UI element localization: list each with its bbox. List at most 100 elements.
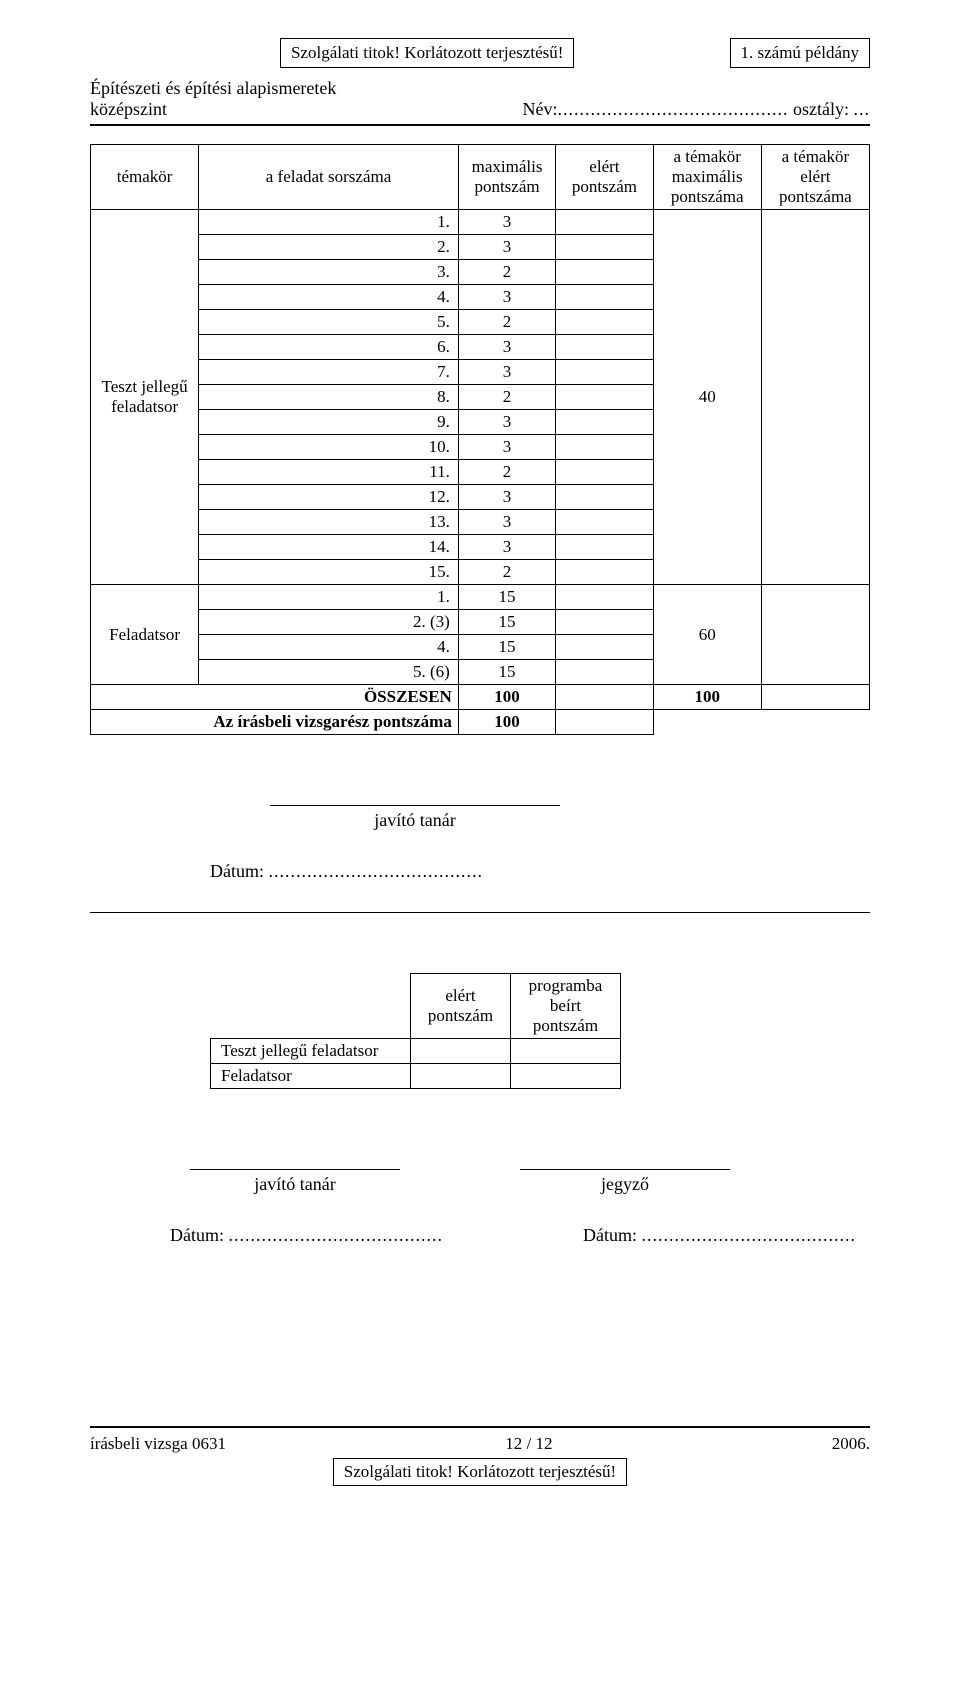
- g1-ach: [556, 460, 653, 485]
- g1-num: 4.: [199, 285, 459, 310]
- g1-val: 3: [458, 285, 555, 310]
- group2-max: 60: [653, 585, 761, 685]
- g1-num: 14.: [199, 535, 459, 560]
- g1-ach: [556, 435, 653, 460]
- g1-ach: [556, 310, 653, 335]
- sum-topic-max: 100: [653, 685, 761, 710]
- g1-ach: [556, 385, 653, 410]
- g2-ach: [556, 660, 653, 685]
- entry-row2-prog: [511, 1064, 621, 1089]
- g1-num: 12.: [199, 485, 459, 510]
- footer-left: írásbeli vizsga 0631: [90, 1434, 226, 1454]
- footer-rule: [90, 1426, 870, 1428]
- g2-ach: [556, 610, 653, 635]
- entry-row2-label: Feladatsor: [211, 1064, 411, 1089]
- table-row: Teszt jellegű feladatsor 1. 3 40: [91, 210, 870, 235]
- g1-ach: [556, 485, 653, 510]
- date2-left-label: Dátum:: [170, 1225, 224, 1245]
- sum-ach: [556, 685, 653, 710]
- group2-label: Feladatsor: [91, 585, 199, 685]
- header-rule: [90, 124, 870, 126]
- g1-num: 15.: [199, 560, 459, 585]
- g2-num: 2. (3): [199, 610, 459, 635]
- g1-ach: [556, 335, 653, 360]
- secrecy-box: Szolgálati titok! Korlátozott terjesztés…: [280, 38, 574, 68]
- subject-line-2: középszint: [90, 99, 336, 120]
- g1-val: 3: [458, 485, 555, 510]
- g1-ach: [556, 260, 653, 285]
- date1-dots: .......................................: [269, 861, 484, 881]
- entry-head-achieved: elért pontszám: [411, 974, 511, 1039]
- g1-val: 3: [458, 335, 555, 360]
- class-dots: ...: [854, 99, 871, 119]
- g2-val: 15: [458, 610, 555, 635]
- entry-head-program: programba beírt pontszám: [511, 974, 621, 1039]
- g1-num: 10.: [199, 435, 459, 460]
- g1-ach: [556, 285, 653, 310]
- entry-row2-ach: [411, 1064, 511, 1089]
- footer-center: 12 / 12: [226, 1434, 832, 1454]
- date1-label: Dátum:: [210, 861, 264, 881]
- g2-num: 5. (6): [199, 660, 459, 685]
- head-topic: témakör: [91, 145, 199, 210]
- g1-val: 2: [458, 460, 555, 485]
- g1-ach: [556, 510, 653, 535]
- sig2-right-block: jegyző: [520, 1169, 730, 1195]
- sum-topic-ach: [761, 685, 869, 710]
- sig2-left-label: javító tanár: [190, 1174, 400, 1195]
- g1-ach: [556, 235, 653, 260]
- g1-ach: [556, 360, 653, 385]
- g1-num: 8.: [199, 385, 459, 410]
- sig2-right-label: jegyző: [520, 1174, 730, 1195]
- written-row: Az írásbeli vizsgarész pontszáma 100: [91, 710, 870, 735]
- sig2-row: javító tanár jegyző: [190, 1169, 870, 1195]
- date2-right: Dátum: .................................…: [583, 1225, 856, 1246]
- head-topic-achieved: a témakör elért pontszáma: [761, 145, 869, 210]
- scoring-table: témakör a feladat sorszáma maximális pon…: [90, 144, 870, 735]
- class-label: osztály:: [793, 99, 849, 119]
- g1-val: 3: [458, 535, 555, 560]
- g1-ach: [556, 535, 653, 560]
- date2-left-dots: .......................................: [229, 1225, 444, 1245]
- g1-num: 3.: [199, 260, 459, 285]
- g1-num: 2.: [199, 235, 459, 260]
- g1-val: 3: [458, 235, 555, 260]
- entry-row: Teszt jellegű feladatsor: [211, 1039, 621, 1064]
- entry-row: Feladatsor: [211, 1064, 621, 1089]
- g1-val: 2: [458, 310, 555, 335]
- footer: írásbeli vizsga 0631 12 / 12 2006. Szolg…: [90, 1426, 870, 1486]
- g1-val: 3: [458, 360, 555, 385]
- sig2-right-line: [520, 1169, 730, 1170]
- entry-empty: [211, 974, 411, 1039]
- group2-ach-total: [761, 585, 869, 685]
- name-label: Név:: [523, 99, 558, 119]
- g1-val: 2: [458, 385, 555, 410]
- g2-num: 4.: [199, 635, 459, 660]
- entry-row1-prog: [511, 1039, 621, 1064]
- subject-line-1: Építészeti és építési alapismeretek: [90, 78, 336, 99]
- group1-label: Teszt jellegű feladatsor: [91, 210, 199, 585]
- head-achieved: elért pontszám: [556, 145, 653, 210]
- g1-num: 13.: [199, 510, 459, 535]
- sum-max: 100: [458, 685, 555, 710]
- head-max: maximális pontszám: [458, 145, 555, 210]
- g1-val: 3: [458, 410, 555, 435]
- entry-head-row: elért pontszám programba beírt pontszám: [211, 974, 621, 1039]
- sig2-left-line: [190, 1169, 400, 1170]
- head-topic-max: a témakör maximális pontszáma: [653, 145, 761, 210]
- copy-number-box: 1. számú példány: [730, 38, 871, 68]
- sum-label: ÖSSZESEN: [91, 685, 459, 710]
- head-task-num: a feladat sorszáma: [199, 145, 459, 210]
- subject-block: Építészeti és építési alapismeretek közé…: [90, 78, 336, 120]
- top-box-row: Szolgálati titok! Korlátozott terjesztés…: [280, 38, 870, 68]
- g1-val: 3: [458, 210, 555, 235]
- g1-num: 5.: [199, 310, 459, 335]
- g2-val: 15: [458, 585, 555, 610]
- entry-table: elért pontszám programba beírt pontszám …: [210, 973, 621, 1089]
- g1-ach: [556, 410, 653, 435]
- g1-num: 7.: [199, 360, 459, 385]
- g1-num: 9.: [199, 410, 459, 435]
- g1-val: 2: [458, 260, 555, 285]
- g2-ach: [556, 585, 653, 610]
- dates2-row: Dátum: .................................…: [170, 1225, 870, 1246]
